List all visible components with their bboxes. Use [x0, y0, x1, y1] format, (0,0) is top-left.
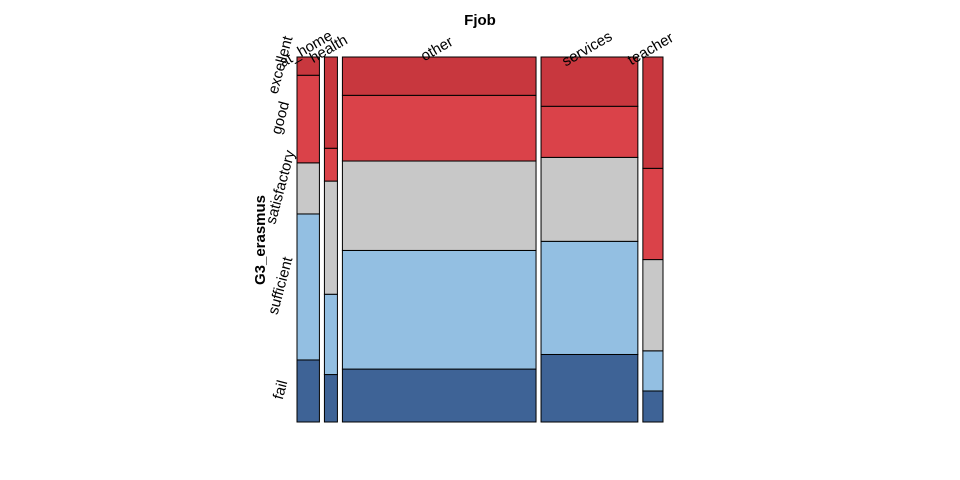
tile-services-good	[540, 105, 639, 158]
tile-at_home-excellent	[296, 56, 320, 76]
row-label-sufficient: sufficient	[265, 254, 297, 316]
tile-at_home-fail	[296, 359, 320, 423]
tile-services-excellent	[540, 56, 639, 107]
tile-services-sufficient	[540, 240, 639, 355]
tile-at_home-sufficient	[296, 213, 320, 361]
tile-services-satisfactory	[540, 156, 639, 242]
mosaic-tiles	[296, 56, 664, 423]
tile-health-fail	[323, 374, 338, 423]
x-axis-title: Fjob	[464, 12, 496, 29]
tile-other-fail	[341, 368, 537, 423]
tile-other-good	[341, 94, 537, 162]
tile-teacher-satisfactory	[642, 259, 664, 352]
tile-health-excellent	[323, 56, 338, 149]
tile-health-satisfactory	[323, 180, 338, 295]
tile-other-satisfactory	[341, 160, 537, 251]
tile-at_home-satisfactory	[296, 162, 320, 215]
tile-health-sufficient	[323, 293, 338, 376]
tile-teacher-sufficient	[642, 350, 664, 392]
tile-teacher-good	[642, 167, 664, 261]
row-label-good: good	[268, 100, 293, 137]
y-axis-title: G3_erasmus	[252, 195, 269, 285]
tile-services-fail	[540, 353, 639, 423]
tile-health-good	[323, 147, 338, 182]
tile-other-excellent	[341, 56, 537, 96]
tile-teacher-excellent	[642, 56, 664, 169]
row-label-fail: fail	[270, 378, 291, 401]
tile-teacher-fail	[642, 390, 664, 423]
tile-other-sufficient	[341, 249, 537, 370]
row-label-satisfactory: satisfactory	[263, 148, 299, 226]
tile-at_home-good	[296, 74, 320, 164]
